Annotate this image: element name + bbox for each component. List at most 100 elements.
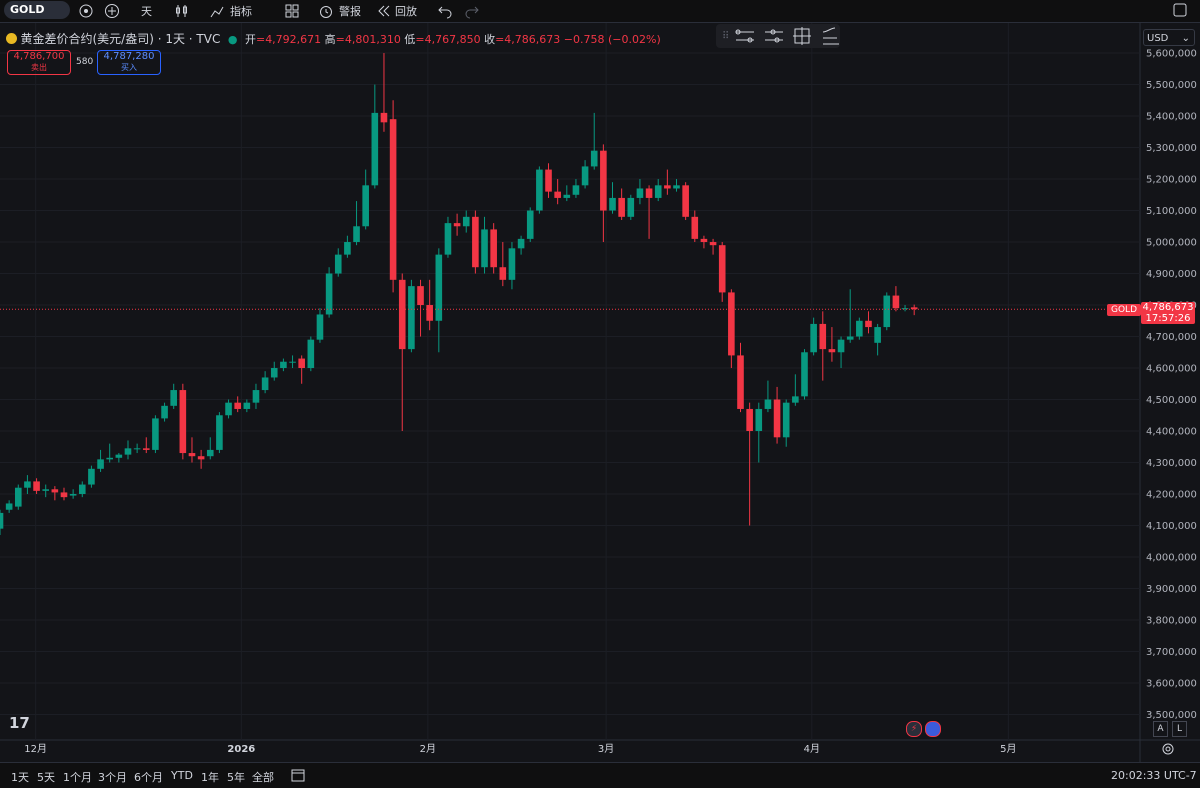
axes: 5,600,000 5,500,000 5,400,000 5,300,000 5,20… [24,49,1197,755]
sell-button[interactable]: 4,786,700 卖出 [7,50,71,75]
range-button[interactable]: 1个月 [63,771,92,784]
chart-type-icon[interactable] [174,3,190,19]
candle-body [188,453,196,457]
y-tick-label: 5,100,000 [1146,206,1197,217]
candle-body [810,323,817,353]
high-value: = [335,33,345,46]
candle-body [856,320,863,337]
symbol-search[interactable]: GOLD [4,1,70,19]
y-tick-label: 5,200,000 [1146,175,1197,186]
candle-body [152,418,159,450]
candle-body [280,361,287,369]
x-tick-label: 2月 [420,743,436,755]
candle-body [865,320,872,328]
high-label: 高 [324,33,336,46]
candle-body [490,229,497,268]
symbol-tag: GOLD [1107,304,1142,316]
range-button[interactable]: 1年 [201,771,219,784]
replay-button[interactable]: 回放 [395,5,417,18]
interval-button[interactable]: 天 [141,5,152,18]
range-button[interactable]: 全部 [252,771,274,784]
candle-body [664,185,671,189]
fullscreen-icon[interactable] [1172,2,1188,18]
candle-body [874,327,881,343]
candle-body [0,512,4,529]
open-value: 4,792,671 [265,33,322,46]
chevron: ⌄ [1181,33,1190,44]
candle-body [609,197,616,211]
event-icon[interactable]: ⚡ [906,721,922,737]
candle-body [682,185,689,217]
last-price-tag: 4,786,673 17:57:26 [1141,302,1195,324]
log-scale-button[interactable]: L [1172,721,1187,737]
candle-body [24,481,31,488]
candle-body [472,216,479,268]
spread: 580 [76,57,94,67]
candle-body [289,361,296,363]
auto-scale-button[interactable]: A [1153,721,1168,737]
sell-price: 4,786,700 [13,51,65,62]
candle-body [645,188,653,198]
candle-body [691,216,699,239]
redo-icon[interactable] [464,3,480,19]
range-button[interactable]: 5年 [227,771,245,784]
layout-icon[interactable] [284,3,300,19]
drag-handle[interactable]: ⠿ [722,31,729,42]
range-button[interactable]: 3个月 [98,771,127,784]
candle-body [408,286,415,350]
x-tick-label: 3月 [598,743,614,755]
tv-logo[interactable]: 17 [9,714,30,732]
range-button[interactable]: 5天 [37,771,55,784]
candle-body [517,238,525,249]
candle-body [417,286,424,306]
candle-body [389,119,397,280]
range-button[interactable]: 1天 [11,771,29,784]
candle-body [78,484,86,495]
candle-body [453,223,461,227]
settings-icon[interactable] [1161,742,1175,756]
candle-body [755,408,763,432]
x-tick-label: 12月 [24,743,47,755]
candle-body [526,210,534,239]
y-tick-label: 4,500,000 [1146,395,1197,406]
candle-body [709,242,717,246]
buy-button[interactable]: 4,787,280 买入 [97,50,161,75]
grid [0,23,1140,740]
undo-icon[interactable] [437,3,453,19]
gold-icon [6,33,17,44]
candle-body [14,487,22,507]
range-button[interactable]: 6个月 [134,771,163,784]
candle-body [426,305,433,321]
candle-body [846,336,854,340]
candle-body [444,223,452,255]
candle-body [435,254,443,321]
candle-body [252,390,260,403]
clock: 20:02:33 UTC-7 [1111,769,1197,782]
currency-select[interactable]: USD ⌄ [1143,29,1195,46]
range-button[interactable]: YTD [171,769,193,782]
tool-icons[interactable] [735,27,839,45]
alerts-button[interactable]: 警报 [339,5,361,18]
compare-icon[interactable] [78,3,94,19]
candle-body [764,399,772,409]
y-tick-label: 5,300,000 [1146,143,1197,154]
flag-icon[interactable] [925,721,941,737]
candle-body [700,238,708,243]
legend-title: 黄金差价合约(美元/盎司) · 1天 · TVC [20,32,221,46]
y-tick-label: 4,700,000 [1146,332,1197,343]
alert-icon[interactable] [318,3,334,19]
replay-icon[interactable] [375,3,391,19]
date-range-icon[interactable] [291,768,305,782]
candle-body [179,390,187,454]
indicator-icon[interactable] [209,3,225,19]
toolbar: GOLD 天 指标 警报 回放 [0,0,1200,23]
indicators-button[interactable]: 指标 [230,5,252,18]
open-label: 开 [244,33,256,46]
candle-body [51,489,59,493]
candle-body [728,292,735,356]
chart-background [0,23,1200,762]
candle-body [837,339,845,353]
candle-body [581,166,589,186]
add-symbol-icon[interactable] [104,3,120,19]
market-status: ● [227,33,238,46]
